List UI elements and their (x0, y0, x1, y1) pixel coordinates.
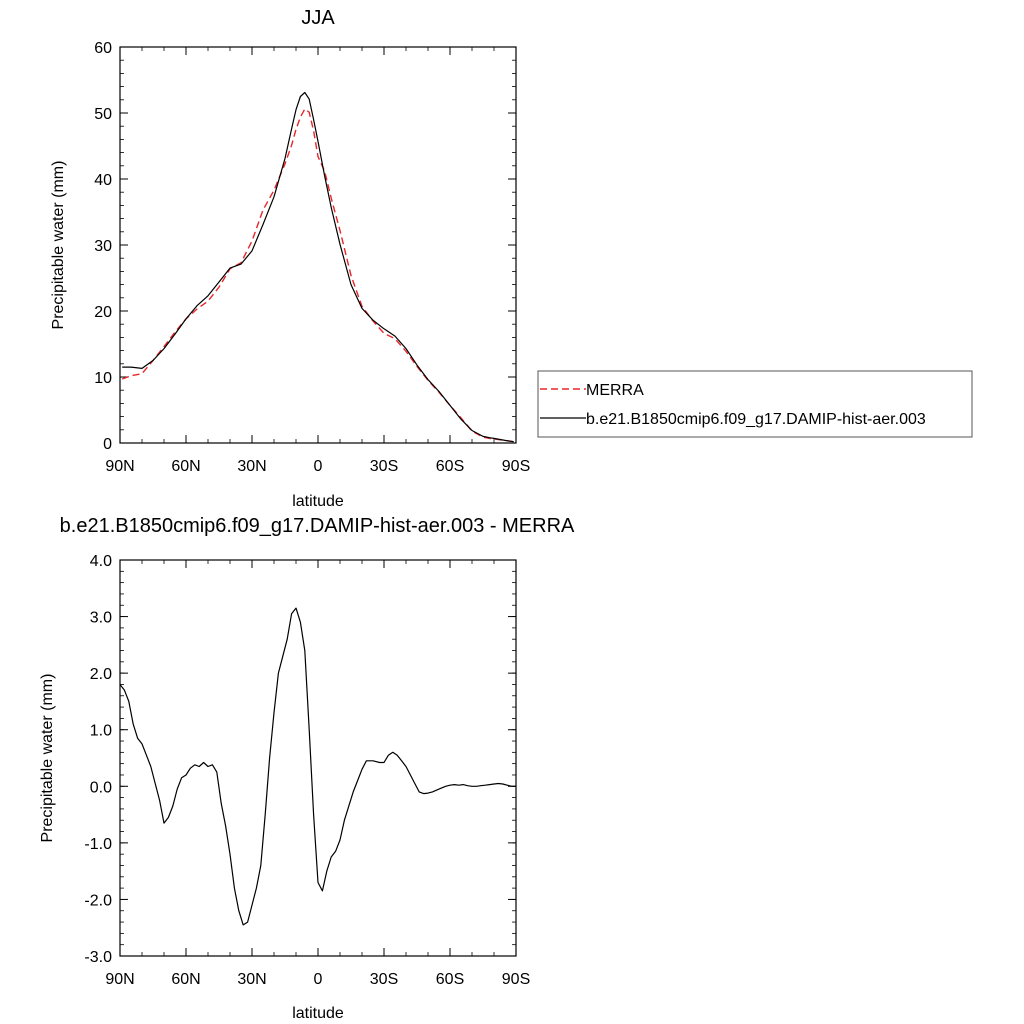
chart-top-plot-frame (119, 46, 517, 444)
ytick-label: 20 (94, 304, 112, 321)
xtick-label: 30S (370, 971, 398, 988)
legend-frame (537, 370, 973, 438)
series-line-top-0 (121, 108, 514, 443)
chart-bottom-title: b.e21.B1850cmip6.f09_g17.DAMIP-hist-aer.… (60, 515, 575, 537)
chart-bottom-series (119, 607, 516, 926)
xtick-label: 60N (171, 971, 200, 988)
xtick-label: 60N (171, 458, 200, 475)
chart-top-ylabel: Precipitable water (mm) (50, 161, 67, 330)
ytick-label: 40 (94, 172, 112, 189)
chart-top: JJA 0 10 20 30 40 50 60 90N 60N 30N 0 30S 60S 90S lat… (50, 7, 973, 510)
chart-bottom-xlabel: latitude (292, 1005, 344, 1022)
chart-bottom-ylabel: Precipitable water (mm) (39, 674, 56, 843)
chart-top-legend: MERRA b.e21.B1850cmip6.f09_g17.DAMIP-his… (537, 370, 973, 438)
xtick-label: 90N (105, 971, 134, 988)
xtick-label: 60S (436, 458, 464, 475)
ytick-label: 1.0 (90, 723, 112, 740)
xtick-label: 90S (502, 458, 530, 475)
chart-bottom-plot-frame (119, 559, 517, 957)
xtick-label: 30N (237, 971, 266, 988)
xtick-label: 0 (314, 458, 323, 475)
ytick-label: -2.0 (84, 892, 112, 909)
xtick-label: 90S (502, 971, 530, 988)
legend-label-merra: MERRA (586, 382, 644, 399)
xtick-label: 60S (436, 971, 464, 988)
legend-label-model: b.e21.B1850cmip6.f09_g17.DAMIP-hist-aer.… (586, 411, 926, 428)
ytick-label: -3.0 (84, 949, 112, 966)
series-line-top-1 (122, 91, 514, 443)
xtick-label: 30S (370, 458, 398, 475)
ytick-label: 4.0 (90, 553, 112, 570)
ytick-label: -1.0 (84, 836, 112, 853)
ytick-label: 50 (94, 106, 112, 123)
xtick-label: 0 (314, 971, 323, 988)
series-line-bottom-0 (119, 607, 516, 926)
xtick-label: 90N (105, 458, 134, 475)
ytick-label: 0 (103, 436, 112, 453)
ytick-label: 10 (94, 370, 112, 387)
chart-bottom: b.e21.B1850cmip6.f09_g17.DAMIP-hist-aer.… (39, 515, 575, 1022)
xtick-label: 30N (237, 458, 266, 475)
ytick-label: 60 (94, 40, 112, 57)
chart-top-ticks: 0 10 20 30 40 50 60 90N 60N 30N 0 30S 60S 90S (94, 40, 530, 475)
ytick-label: 3.0 (90, 610, 112, 627)
chart-top-title: JJA (301, 7, 335, 29)
ytick-label: 0.0 (90, 779, 112, 796)
ytick-label: 2.0 (90, 666, 112, 683)
ytick-label: 30 (94, 238, 112, 255)
chart-top-series (121, 91, 514, 443)
chart-top-xlabel: latitude (292, 493, 344, 510)
